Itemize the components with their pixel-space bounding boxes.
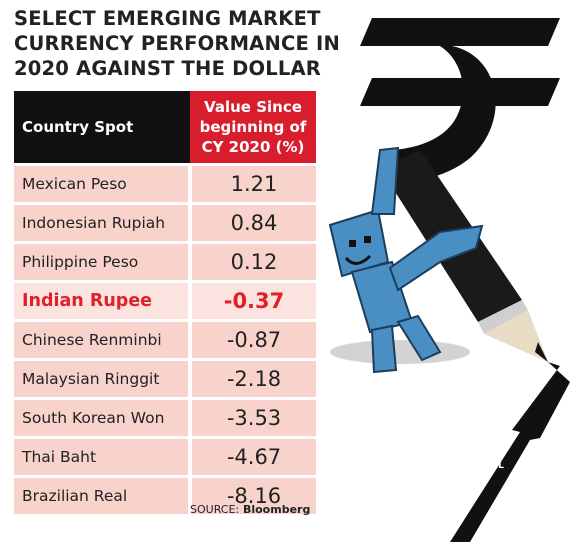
country-name: Indian Rupee [22,291,153,311]
table-header-row: Country Spot Value Since beginning of CY… [14,91,316,165]
figure-eye-left [349,240,356,247]
table-row-highlighted: Indian Rupee -0.37 [14,281,316,321]
header-value-line-3: CY 2020 (%) [201,138,305,156]
figure-smile [344,254,372,265]
table-row: Philippine Peso 0.12 [14,242,316,282]
currency-value: 0.12 [188,242,316,282]
table-row: Chinese Renminbi -0.87 [14,320,316,360]
country-name: South Korean Won [22,409,165,427]
currency-value: 0.84 [188,203,316,243]
header-value: Value Since beginning of CY 2020 (%) [190,91,316,165]
table-row: Mexican Peso 1.21 [14,164,316,204]
figure-leg-left [370,324,398,374]
country-name: Thai Baht [22,448,97,466]
figure-arm-left [370,146,400,215]
pencil-tip [535,342,548,362]
table-row: South Korean Won -3.53 [14,398,316,438]
country-name: Indonesian Rupiah [22,214,166,232]
currency-value: -8.16 [188,476,316,514]
table-row: Brazilian Real -8.16 [14,476,316,514]
source-label: SOURCE: [190,503,240,516]
table-row: Thai Baht -4.67 [14,437,316,477]
rupee-mid-bar [360,78,560,106]
title-line-1: SELECT EMERGING MARKET [14,7,321,30]
figure-arm-right [388,224,484,292]
header-value-line-1: Value Since [204,98,302,116]
header-country-spot: Country Spot [14,91,190,165]
pencil-band [478,300,528,334]
header-value-line-2: beginning of [199,118,307,136]
source-note: SOURCE: Bloomberg [190,503,310,516]
country-name: Brazilian Real [22,487,128,505]
figure-leg-right [396,314,442,362]
currency-value: -3.53 [188,398,316,438]
rupee-top-bar [360,18,560,46]
source-value: Bloomberg [242,503,311,516]
country-name: Mexican Peso [22,175,127,193]
credit-text: BCCL [478,461,504,471]
table-row: Malaysian Ringgit -2.18 [14,359,316,399]
country-name: Philippine Peso [22,253,139,271]
scribble-line [450,362,570,542]
title-line-2: CURRENCY PERFORMANCE IN [14,32,340,55]
currency-value: -4.67 [188,437,316,477]
rupee-bowl [392,46,496,182]
country-name: Malaysian Ringgit [22,370,160,388]
man-figure [328,146,484,374]
table-row: Indonesian Rupiah 0.84 [14,203,316,243]
currency-table: Country Spot Value Since beginning of CY… [14,91,316,514]
pencil-wood [484,310,548,362]
chart-title: SELECT EMERGING MARKET CURRENCY PERFORMA… [14,6,344,81]
figure-shadow [330,340,470,364]
currency-value: 1.21 [188,164,316,204]
currency-value: -0.37 [188,281,316,321]
currency-value: -2.18 [188,359,316,399]
currency-value: -0.87 [188,320,316,360]
title-line-3: 2020 AGAINST THE DOLLAR [14,57,322,80]
country-name: Chinese Renminbi [22,331,162,349]
figure-eye-right [364,236,371,243]
